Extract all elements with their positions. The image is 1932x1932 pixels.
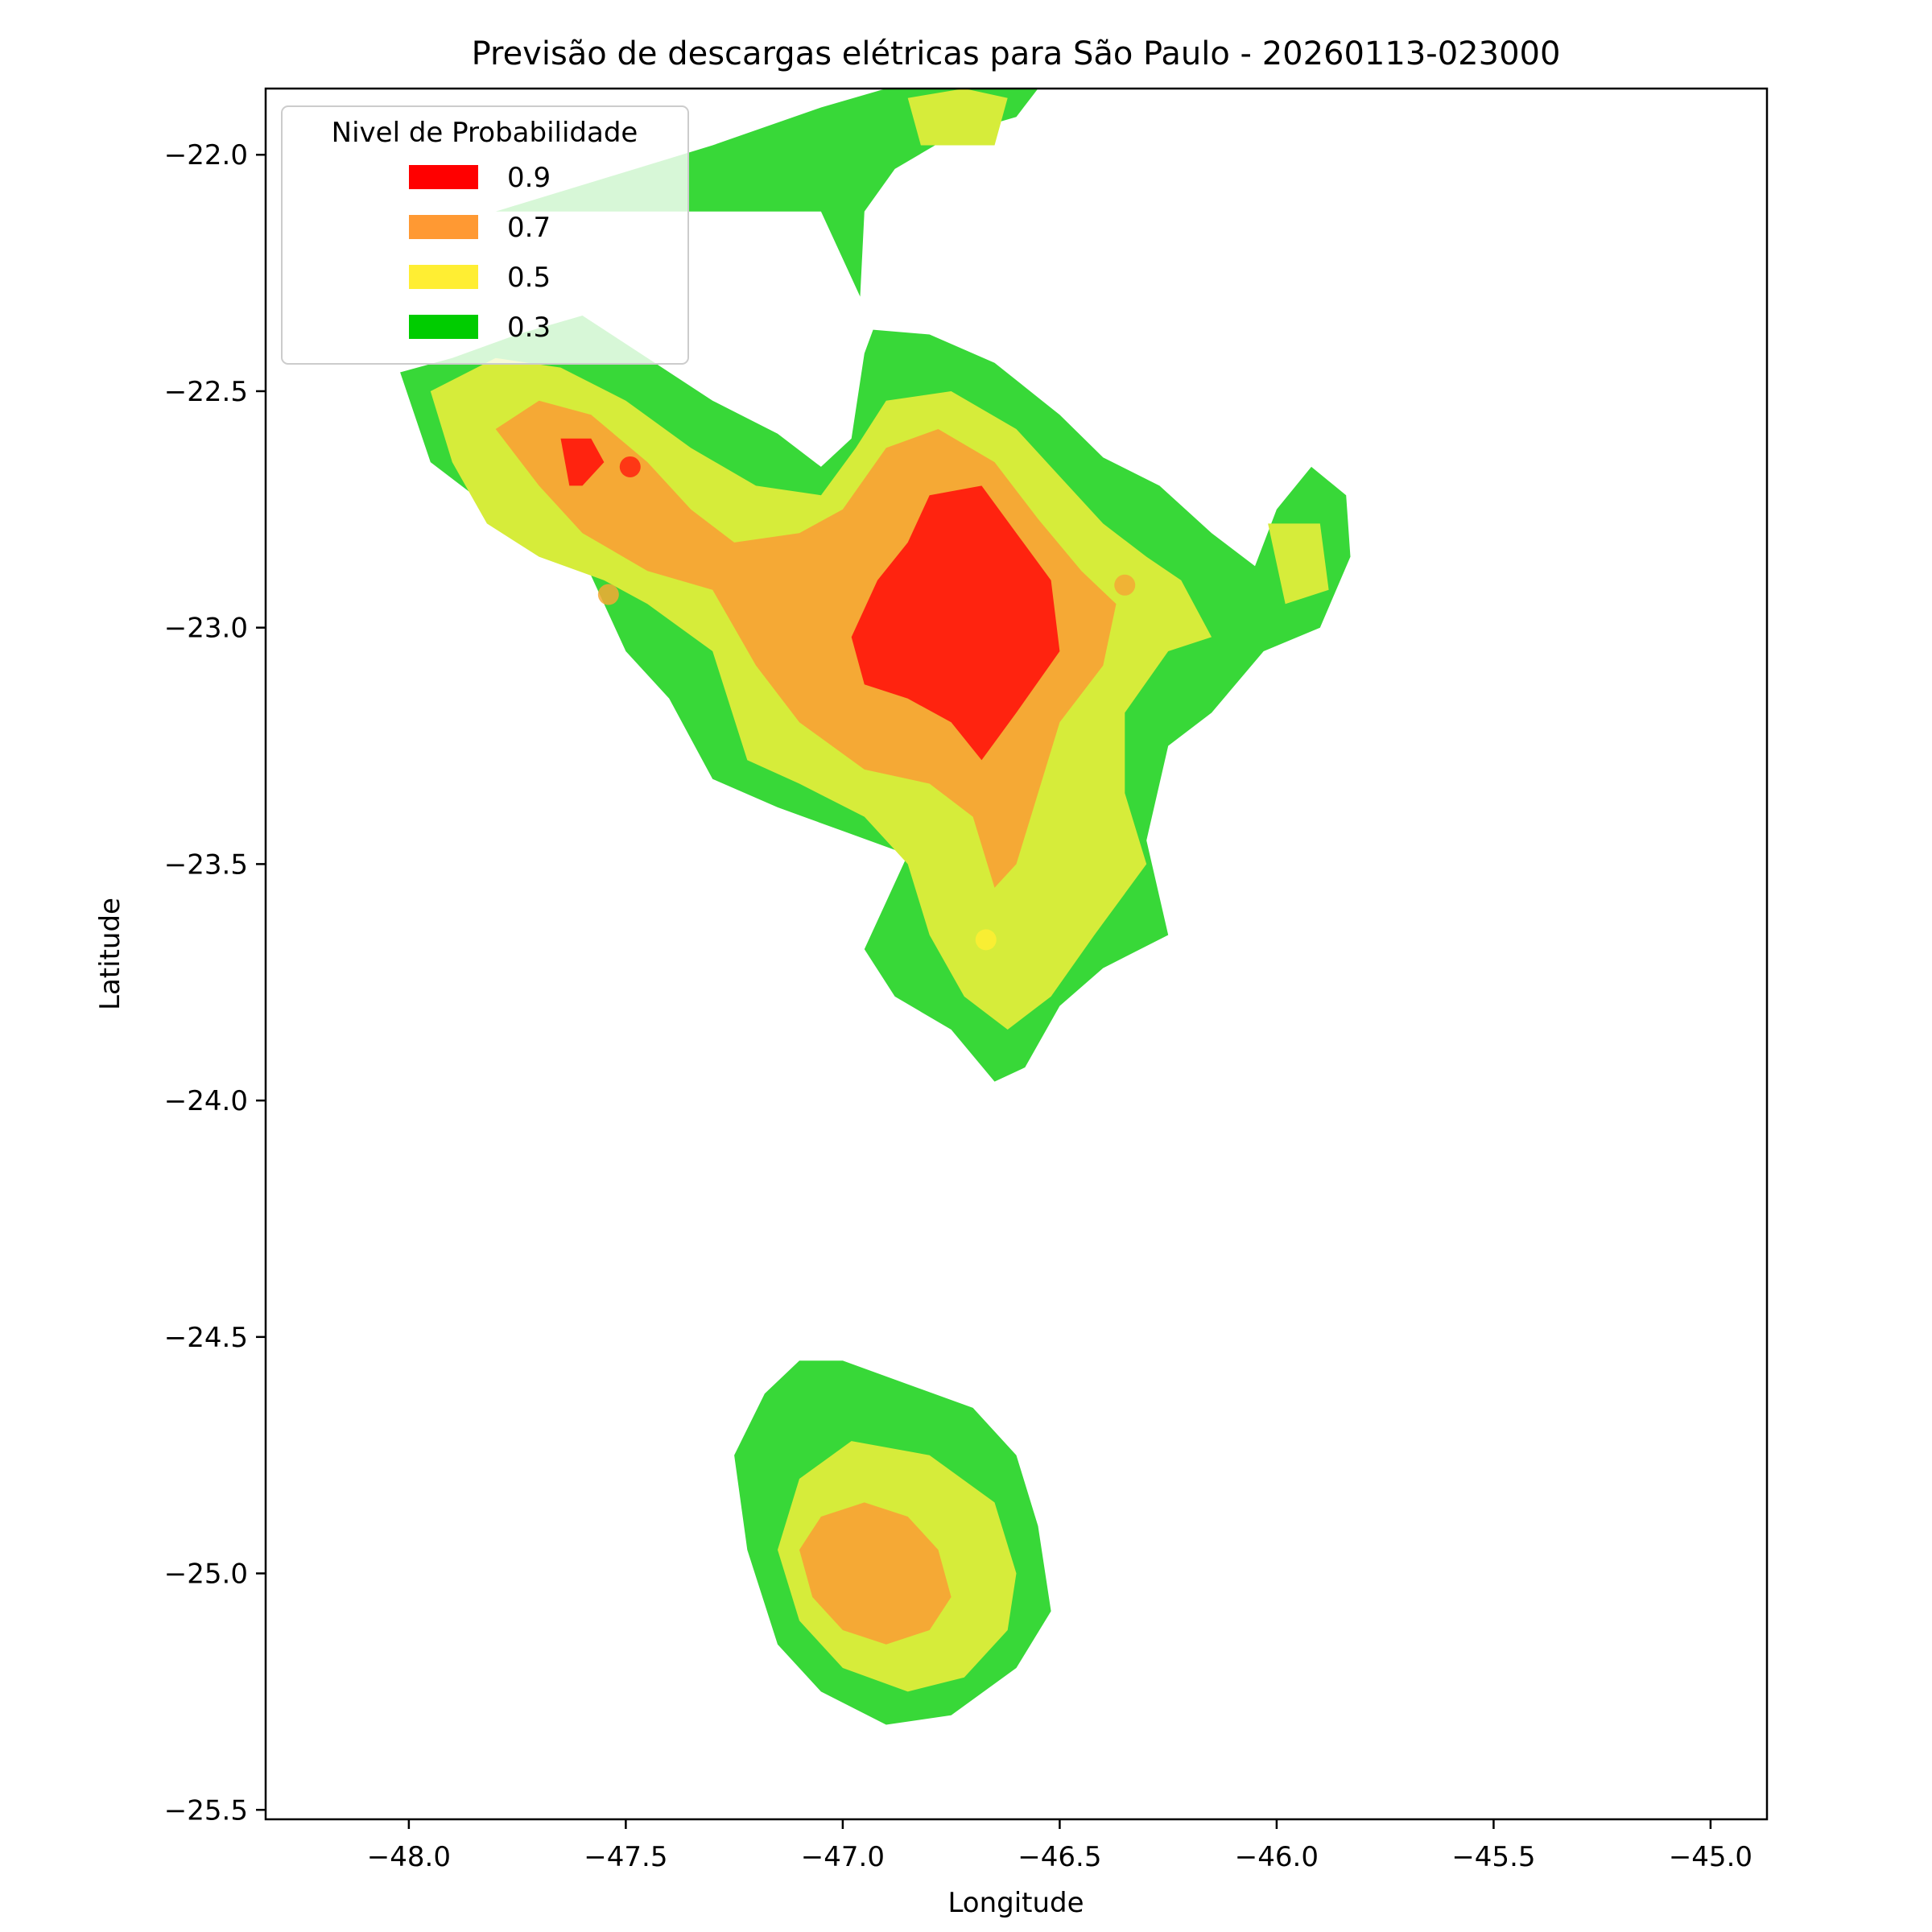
contour-region-07-8	[799, 1502, 952, 1645]
x-tick-label: −47.5	[584, 1841, 667, 1873]
observation-marker-0	[619, 456, 641, 477]
legend-title: Nivel de Probabilidade	[332, 117, 638, 149]
legend-swatch-09	[409, 165, 478, 189]
legend-label-09: 0.9	[507, 162, 551, 194]
legend-label-03: 0.3	[507, 312, 551, 344]
observation-marker-3	[975, 929, 997, 951]
y-tick-label: −24.0	[164, 1085, 248, 1117]
y-tick-label: −23.0	[164, 613, 248, 645]
y-axis-label: Latitude	[94, 898, 126, 1010]
x-tick-label: −46.5	[1018, 1841, 1101, 1873]
contour-region-09-9	[560, 438, 605, 486]
observation-marker-2	[1114, 574, 1136, 596]
x-tick-label: −47.0	[801, 1841, 885, 1873]
y-tick-label: −24.5	[164, 1322, 248, 1354]
chart-title: Previsão de descargas elétricas para São…	[472, 35, 1561, 72]
legend-label-07: 0.7	[507, 212, 551, 244]
x-tick-label: −48.0	[367, 1841, 451, 1873]
legend: Nivel de Probabilidade 0.9 0.7 0.5 0.3	[281, 105, 689, 365]
marker-layer	[597, 456, 1136, 951]
legend-label-05: 0.5	[507, 262, 551, 294]
contour-region-05-4	[1268, 523, 1329, 605]
legend-box	[281, 105, 689, 365]
legend-swatch-05	[409, 265, 478, 289]
y-axis: −22.0 −22.5 −23.0 −23.5 −24.0 −24.5 −25.0 −25.5	[164, 139, 266, 1827]
observation-marker-1	[597, 584, 619, 605]
axes-frame	[264, 87, 1769, 1821]
contour-layer	[400, 89, 1351, 1725]
y-tick-label: −23.5	[164, 848, 248, 881]
y-tick-label: −25.5	[164, 1794, 248, 1827]
contour-region-03-1	[495, 89, 1038, 297]
y-tick-label: −25.0	[164, 1558, 248, 1591]
x-tick-label: −46.0	[1235, 1841, 1319, 1873]
x-axis: −48.0 −47.5 −47.0 −46.5 −46.0 −45.5 −45.0	[367, 1819, 1752, 1873]
legend-swatch-07	[409, 215, 478, 239]
legend-swatch-03	[409, 315, 478, 339]
legend-entries: 0.9 0.7 0.5 0.3	[409, 162, 551, 344]
x-tick-label: −45.0	[1669, 1841, 1752, 1873]
y-tick-label: −22.5	[164, 376, 248, 408]
contour-region-05-5	[907, 89, 1008, 146]
x-tick-label: −45.5	[1451, 1841, 1535, 1873]
y-tick-label: −22.0	[164, 139, 248, 171]
contour-region-09-10	[851, 485, 1060, 761]
x-axis-label: Longitude	[947, 1887, 1084, 1919]
